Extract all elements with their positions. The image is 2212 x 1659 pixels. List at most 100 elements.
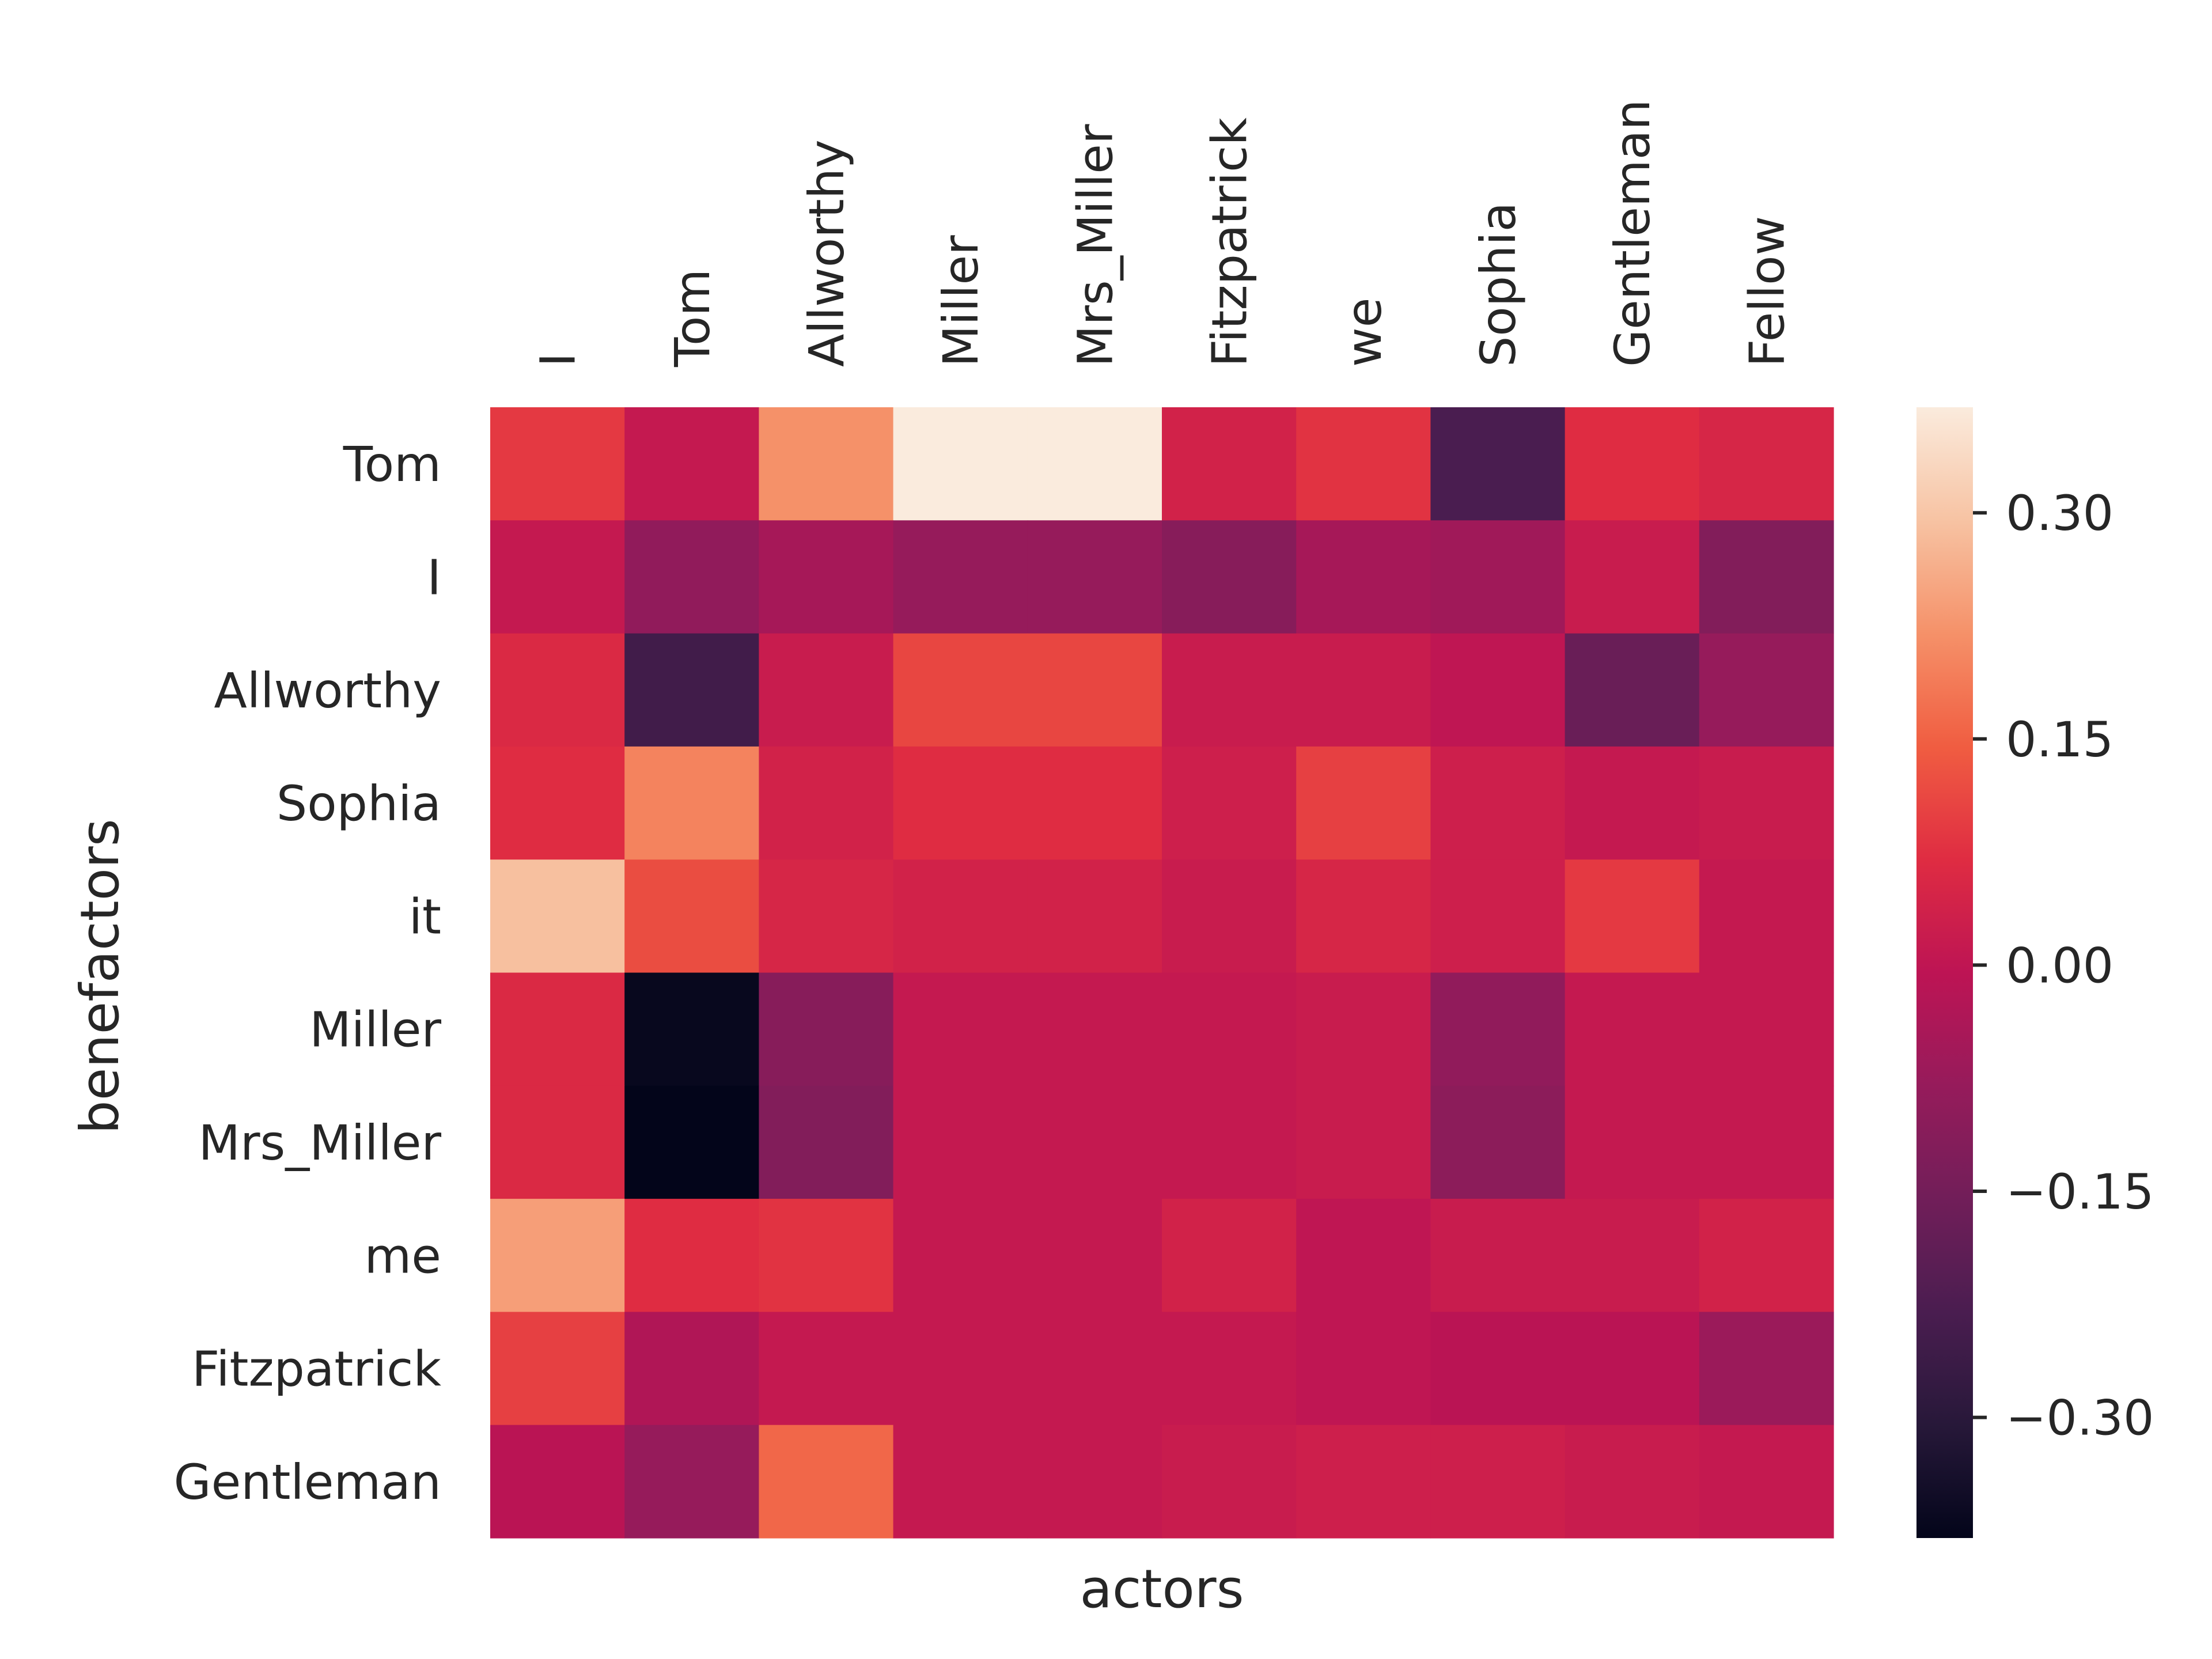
x-axis-label: actors bbox=[1080, 1558, 1244, 1620]
heatmap-cell-Gentleman-Mrs_Miller bbox=[1027, 1425, 1162, 1539]
heatmap-cell-Fitzpatrick-I bbox=[490, 1312, 625, 1426]
x-tick-label: Tom bbox=[664, 269, 721, 368]
heatmap-cell-Tom-I bbox=[490, 407, 625, 521]
heatmap-cell-Tom-Allworthy bbox=[759, 407, 894, 521]
heatmap-cell-me-Mrs_Miller bbox=[1027, 1199, 1162, 1312]
y-tick-label: Sophia bbox=[276, 775, 441, 832]
heatmap-cell-Gentleman-Gentleman bbox=[1565, 1425, 1700, 1539]
heatmap-cell-Allworthy-Sophia bbox=[1430, 633, 1566, 747]
y-tick-label: Miller bbox=[309, 1002, 441, 1058]
heatmap-cell-I-Fellow bbox=[1699, 520, 1834, 634]
heatmap-cell-I-Allworthy bbox=[759, 520, 894, 634]
heatmap-cell-Gentleman-Fellow bbox=[1699, 1425, 1834, 1539]
heatmap-cell-Allworthy-Mrs_Miller bbox=[1027, 633, 1162, 747]
x-tick-label: Miller bbox=[933, 235, 989, 367]
heatmap-cell-Fitzpatrick-Fellow bbox=[1699, 1312, 1834, 1426]
heatmap-cell-Tom-Sophia bbox=[1430, 407, 1566, 521]
colorbar-ticks: 0.30 0.15 0.00 −0.15 −0.30 bbox=[1973, 485, 2154, 1446]
y-tick-label: Fitzpatrick bbox=[192, 1341, 441, 1397]
heatmap-cell-Gentleman-Tom bbox=[624, 1425, 759, 1539]
heatmap-cell-me-Tom bbox=[624, 1199, 759, 1312]
heatmap-cell-I-Sophia bbox=[1430, 520, 1566, 634]
heatmap-cell-Fitzpatrick-Miller bbox=[893, 1312, 1028, 1426]
heatmap-cell-it-Allworthy bbox=[759, 859, 894, 974]
heatmap-cell-I-Miller bbox=[893, 520, 1028, 634]
heatmap-cell-Miller-Allworthy bbox=[759, 972, 894, 1086]
heatmap-cells bbox=[490, 407, 1834, 1539]
heatmap-cell-I-we bbox=[1296, 520, 1431, 634]
heatmap-cell-Mrs_Miller-Miller bbox=[893, 1085, 1028, 1199]
heatmap-cell-Mrs_Miller-Sophia bbox=[1430, 1085, 1566, 1199]
heatmap-cell-Allworthy-Gentleman bbox=[1565, 633, 1700, 747]
heatmap-cell-Allworthy-Tom bbox=[624, 633, 759, 747]
heatmap-cell-Tom-Gentleman bbox=[1565, 407, 1700, 521]
heatmap-cell-Fitzpatrick-we bbox=[1296, 1312, 1431, 1426]
heatmap-cell-Sophia-Miller bbox=[893, 746, 1028, 860]
heatmap-cell-Fitzpatrick-Gentleman bbox=[1565, 1312, 1700, 1426]
heatmap-cell-it-Sophia bbox=[1430, 859, 1566, 974]
heatmap-cell-it-we bbox=[1296, 859, 1431, 974]
x-tick-label: Fitzpatrick bbox=[1202, 118, 1258, 367]
heatmap-cell-it-Tom bbox=[624, 859, 759, 974]
colorbar: 0.30 0.15 0.00 −0.15 −0.30 bbox=[1916, 407, 2154, 1538]
heatmap-cell-me-Sophia bbox=[1430, 1199, 1566, 1312]
y-tick-label: Tom bbox=[343, 436, 441, 493]
heatmap-cell-me-Fellow bbox=[1699, 1199, 1834, 1312]
heatmap-cell-Tom-Miller bbox=[893, 407, 1028, 521]
x-tick-label: Sophia bbox=[1470, 202, 1527, 367]
colorbar-tick-label: −0.30 bbox=[2006, 1390, 2154, 1446]
y-tick-label: Allworthy bbox=[214, 662, 441, 719]
heatmap-cell-Mrs_Miller-Fitzpatrick bbox=[1162, 1085, 1297, 1199]
heatmap-cell-Mrs_Miller-Fellow bbox=[1699, 1085, 1834, 1199]
heatmap-cell-Allworthy-Allworthy bbox=[759, 633, 894, 747]
heatmap-cell-Allworthy-Miller bbox=[893, 633, 1028, 747]
x-tick-label: we bbox=[1336, 298, 1392, 367]
heatmap-cell-Fitzpatrick-Mrs_Miller bbox=[1027, 1312, 1162, 1426]
y-tick-label: Gentleman bbox=[173, 1454, 441, 1510]
heatmap-cell-Miller-Fitzpatrick bbox=[1162, 972, 1297, 1086]
heatmap-cell-Allworthy-Fitzpatrick bbox=[1162, 633, 1297, 747]
heatmap-cell-Sophia-Mrs_Miller bbox=[1027, 746, 1162, 860]
heatmap-cell-Mrs_Miller-Mrs_Miller bbox=[1027, 1085, 1162, 1199]
heatmap-cell-Tom-Mrs_Miller bbox=[1027, 407, 1162, 521]
heatmap-cell-Allworthy-I bbox=[490, 633, 625, 747]
heatmap-cell-I-Mrs_Miller bbox=[1027, 520, 1162, 634]
heatmap-cell-it-Mrs_Miller bbox=[1027, 859, 1162, 974]
heatmap-cell-Sophia-Tom bbox=[624, 746, 759, 860]
x-tick-label: Allworthy bbox=[798, 139, 855, 367]
colorbar-tick-label: 0.15 bbox=[2006, 711, 2113, 768]
heatmap-cell-it-Fitzpatrick bbox=[1162, 859, 1297, 974]
heatmap-cell-I-Gentleman bbox=[1565, 520, 1700, 634]
heatmap-cell-Fitzpatrick-Allworthy bbox=[759, 1312, 894, 1426]
y-axis-label: benefactors bbox=[69, 819, 131, 1134]
heatmap-cell-Mrs_Miller-Allworthy bbox=[759, 1085, 894, 1199]
heatmap-cell-Miller-Mrs_Miller bbox=[1027, 972, 1162, 1086]
heatmap-cell-Gentleman-Miller bbox=[893, 1425, 1028, 1539]
y-tick-label: I bbox=[427, 550, 441, 606]
heatmap-cell-it-Gentleman bbox=[1565, 859, 1700, 974]
heatmap-cell-it-Fellow bbox=[1699, 859, 1834, 974]
heatmap-cell-Miller-we bbox=[1296, 972, 1431, 1086]
heatmap-cell-Allworthy-we bbox=[1296, 633, 1431, 747]
heatmap-cell-Fitzpatrick-Sophia bbox=[1430, 1312, 1566, 1426]
heatmap-cell-Tom-Fitzpatrick bbox=[1162, 407, 1297, 521]
colorbar-tick-label: 0.30 bbox=[2006, 485, 2113, 541]
heatmap-cell-me-we bbox=[1296, 1199, 1431, 1312]
heatmap-cell-Sophia-Fitzpatrick bbox=[1162, 746, 1297, 860]
heatmap-cell-Mrs_Miller-we bbox=[1296, 1085, 1431, 1199]
x-tick-labels: I Tom Allworthy Miller Mrs_Miller Fitzpatrick… bbox=[530, 99, 1796, 368]
heatmap-cell-I-I bbox=[490, 520, 625, 634]
heatmap-cell-Miller-Miller bbox=[893, 972, 1028, 1086]
heatmap-cell-Allworthy-Fellow bbox=[1699, 633, 1834, 747]
heatmap-cell-Sophia-Fellow bbox=[1699, 746, 1834, 860]
x-tick-label: Mrs_Miller bbox=[1067, 124, 1123, 367]
heatmap-cell-Miller-Tom bbox=[624, 972, 759, 1086]
heatmap-cell-Mrs_Miller-Gentleman bbox=[1565, 1085, 1700, 1199]
heatmap-cell-Mrs_Miller-I bbox=[490, 1085, 625, 1199]
heatmap-cell-me-Fitzpatrick bbox=[1162, 1199, 1297, 1312]
heatmap-cell-I-Fitzpatrick bbox=[1162, 520, 1297, 634]
y-tick-label: me bbox=[364, 1228, 441, 1284]
colorbar-gradient bbox=[1916, 407, 1973, 1538]
y-tick-label: it bbox=[409, 888, 441, 945]
